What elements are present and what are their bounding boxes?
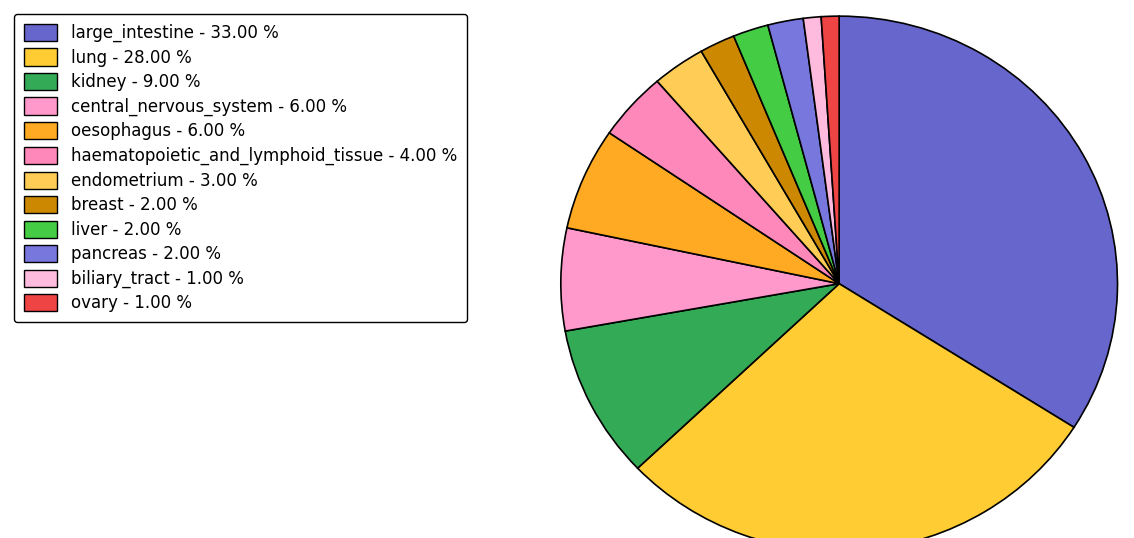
Legend: large_intestine - 33.00 %, lung - 28.00 %, kidney - 9.00 %, central_nervous_syst: large_intestine - 33.00 %, lung - 28.00 …	[14, 13, 467, 322]
Wedge shape	[839, 16, 1117, 427]
Wedge shape	[658, 51, 839, 284]
Wedge shape	[768, 18, 839, 284]
Wedge shape	[609, 81, 839, 284]
Wedge shape	[637, 284, 1074, 538]
Wedge shape	[701, 36, 839, 284]
Wedge shape	[565, 284, 839, 468]
Wedge shape	[803, 17, 839, 284]
Wedge shape	[821, 16, 839, 284]
Wedge shape	[567, 133, 839, 284]
Wedge shape	[561, 228, 839, 331]
Wedge shape	[734, 25, 839, 284]
